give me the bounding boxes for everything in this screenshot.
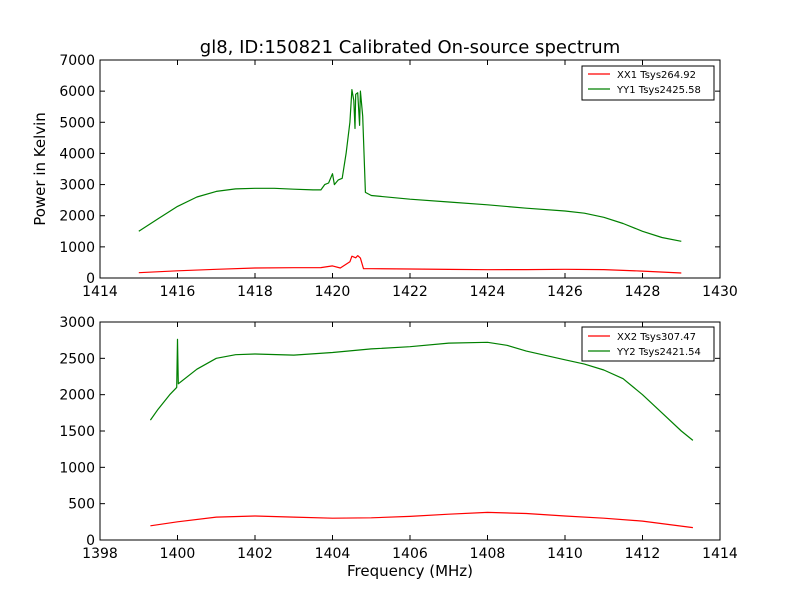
top-x-tick-label: 1418 <box>237 284 273 300</box>
top-y-tick-label: 4000 <box>59 146 95 162</box>
bottom-x-tick-label: 1410 <box>547 546 583 562</box>
bottom-x-tick-label: 1408 <box>470 546 506 562</box>
top-x-tick-label: 1426 <box>547 284 583 300</box>
legend-label-xx1: XX1 Tsys264.92 <box>617 70 696 81</box>
top-series-line-xx <box>138 255 682 274</box>
top-y-axis-label: Power in Kelvin <box>31 112 49 226</box>
bottom-legend-box <box>581 326 715 362</box>
bottom-x-tick-label: 1404 <box>315 546 351 562</box>
bottom-y-tick-label: 1500 <box>59 424 95 440</box>
top-y-tick-label: 5000 <box>59 115 95 131</box>
bottom-y-tick-label: 3000 <box>59 315 95 331</box>
top-subplot: gl8, ID:150821 Calibrated On-source spec… <box>31 37 738 300</box>
top-legend-box <box>581 65 715 101</box>
bottom-x-tick-label: 1406 <box>392 546 428 562</box>
bottom-x-tick-label: 1412 <box>625 546 661 562</box>
bottom-y-tick-label: 2500 <box>59 351 95 367</box>
bottom-legend: XX2 Tsys307.47 YY2 Tsys2421.54 <box>581 326 715 362</box>
top-plot-frame <box>99 59 721 279</box>
top-y-tick-label: 2000 <box>59 209 95 225</box>
top-legend: XX1 Tsys264.92 YY1 Tsys2425.58 <box>581 65 715 101</box>
bottom-axis-ticks: 1398 1400 1402 1404 1406 1408 1410 1412 1414 0 500… <box>59 315 738 562</box>
bottom-x-tick-label: 1402 <box>237 546 273 562</box>
bottom-series-line-xx <box>150 511 693 529</box>
bottom-y-tick-label: 0 <box>86 533 95 549</box>
top-series-line-yy <box>138 88 682 242</box>
legend-label-yy2: YY2 Tsys2421.54 <box>616 347 701 358</box>
top-y-tick-label: 7000 <box>59 53 95 69</box>
bottom-x-axis-label: Frequency (MHz) <box>347 562 473 580</box>
top-series-lines <box>138 88 682 274</box>
top-y-tick-label: 1000 <box>59 240 95 256</box>
bottom-y-tick-label: 500 <box>68 497 95 513</box>
top-x-tick-label: 1416 <box>160 284 196 300</box>
top-y-tick-label: 3000 <box>59 178 95 194</box>
bottom-series-lines <box>149 338 694 529</box>
top-y-tick-label: 0 <box>86 271 95 287</box>
top-y-tick-label: 6000 <box>59 84 95 100</box>
top-x-tick-label: 1414 <box>82 284 118 300</box>
bottom-plot-frame <box>99 321 721 541</box>
bottom-y-tick-label: 1000 <box>59 460 95 476</box>
chart-title: gl8, ID:150821 Calibrated On-source spec… <box>200 37 620 58</box>
bottom-y-tick-label: 2000 <box>59 388 95 404</box>
top-x-tick-label: 1428 <box>625 284 661 300</box>
top-x-tick-label: 1420 <box>315 284 351 300</box>
bottom-x-tick-label: 1414 <box>702 546 738 562</box>
bottom-series-line-yy <box>149 338 694 441</box>
bottom-x-tick-label: 1400 <box>160 546 196 562</box>
top-x-tick-label: 1424 <box>470 284 506 300</box>
bottom-x-tick-label: 1398 <box>82 546 118 562</box>
top-axis-ticks: 1414 1416 1418 1420 1422 1424 1426 1428 1430 0 100… <box>59 53 737 300</box>
top-x-tick-label: 1422 <box>392 284 428 300</box>
bottom-subplot: Frequency (MHz) 1398 1400 1402 1404 1406 1408… <box>59 315 738 580</box>
legend-label-xx2: XX2 Tsys307.47 <box>617 332 696 343</box>
top-x-tick-label: 1430 <box>702 284 738 300</box>
legend-label-yy1: YY1 Tsys2425.58 <box>616 85 701 96</box>
